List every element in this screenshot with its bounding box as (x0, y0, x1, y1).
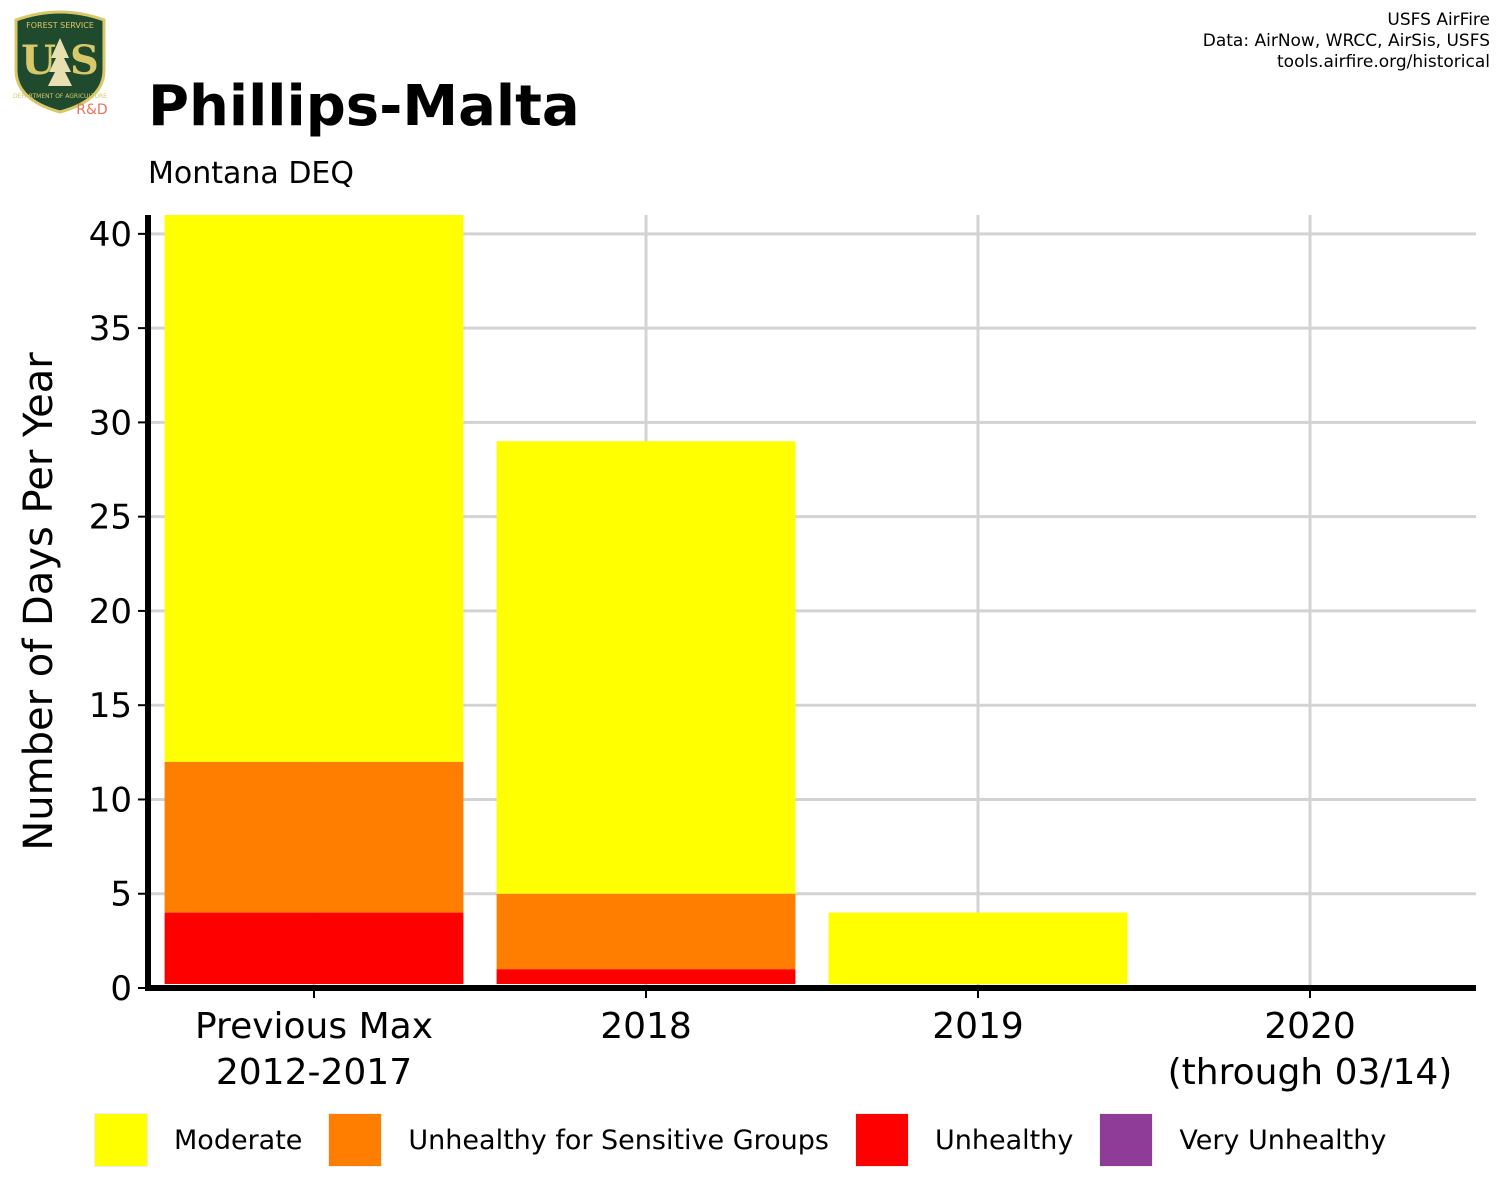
legend-item: Unhealthy (855, 1113, 1073, 1167)
logo-bottom-text: DEPARTMENT OF AGRICULTURE (13, 93, 107, 100)
bar-segment (164, 912, 464, 984)
legend-swatch (94, 1113, 148, 1167)
y-tick-label: 35 (89, 309, 132, 349)
legend-label: Very Unhealthy (1179, 1124, 1387, 1156)
y-tick-label: 15 (89, 686, 132, 726)
legend-label: Unhealthy (935, 1124, 1074, 1156)
credit-line: tools.airfire.org/historical (1277, 52, 1490, 72)
legend-swatch (855, 1113, 909, 1167)
y-tick-label: 25 (89, 498, 132, 538)
bar-segment (164, 215, 464, 762)
legend-swatch (1099, 1113, 1154, 1167)
bar-segment (496, 969, 796, 984)
x-tick-label: 2018 (600, 1006, 692, 1047)
legend-label: Moderate (174, 1124, 303, 1156)
y-tick-label: 20 (89, 592, 132, 632)
tree-icon (48, 38, 72, 86)
x-tick-label: 2012-2017 (216, 1052, 412, 1093)
x-tick-label: Previous Max (195, 1006, 433, 1047)
legend-item: Very Unhealthy (1099, 1113, 1386, 1167)
legend-swatch (328, 1113, 383, 1167)
y-axis-label: Number of Days Per Year (16, 352, 62, 851)
credit-line: Data: AirNow, WRCC, AirSis, USFS (1202, 31, 1490, 51)
logo-tag: R&D (76, 102, 107, 118)
y-tick-label: 0 (110, 969, 132, 1009)
logo-top-text: FOREST SERVICE (26, 21, 94, 30)
chart-title: Phillips-Malta (148, 74, 580, 139)
bar-segment (496, 441, 796, 894)
credits: USFS AirFire Data: AirNow, WRCC, AirSis,… (1203, 10, 1490, 73)
x-tick-label: 2020 (1264, 1006, 1356, 1047)
bar-segment (164, 761, 464, 913)
y-tick-label: 10 (89, 780, 132, 820)
legend-item: Unhealthy for Sensitive Groups (328, 1113, 829, 1167)
credit-line: USFS AirFire (1387, 10, 1490, 30)
bar-segment (828, 912, 1128, 984)
bar-segment (496, 893, 796, 970)
legend-item: Moderate (94, 1113, 302, 1167)
y-tick-label: 5 (110, 875, 132, 915)
y-tick-label: 30 (89, 403, 132, 443)
legend: Moderate Unhealthy for Sensitive Groups Un… (94, 1112, 1412, 1168)
y-tick-label: 40 (89, 215, 132, 255)
x-tick-label: (through 03/14) (1168, 1052, 1453, 1093)
x-tick-label: 2019 (932, 1006, 1024, 1047)
legend-label: Unhealthy for Sensitive Groups (408, 1124, 829, 1156)
usfs-shield-logo: FOREST SERVICE U S DEPARTMENT OF AGRICUL… (13, 10, 108, 118)
chart-subtitle: Montana DEQ (148, 156, 355, 191)
